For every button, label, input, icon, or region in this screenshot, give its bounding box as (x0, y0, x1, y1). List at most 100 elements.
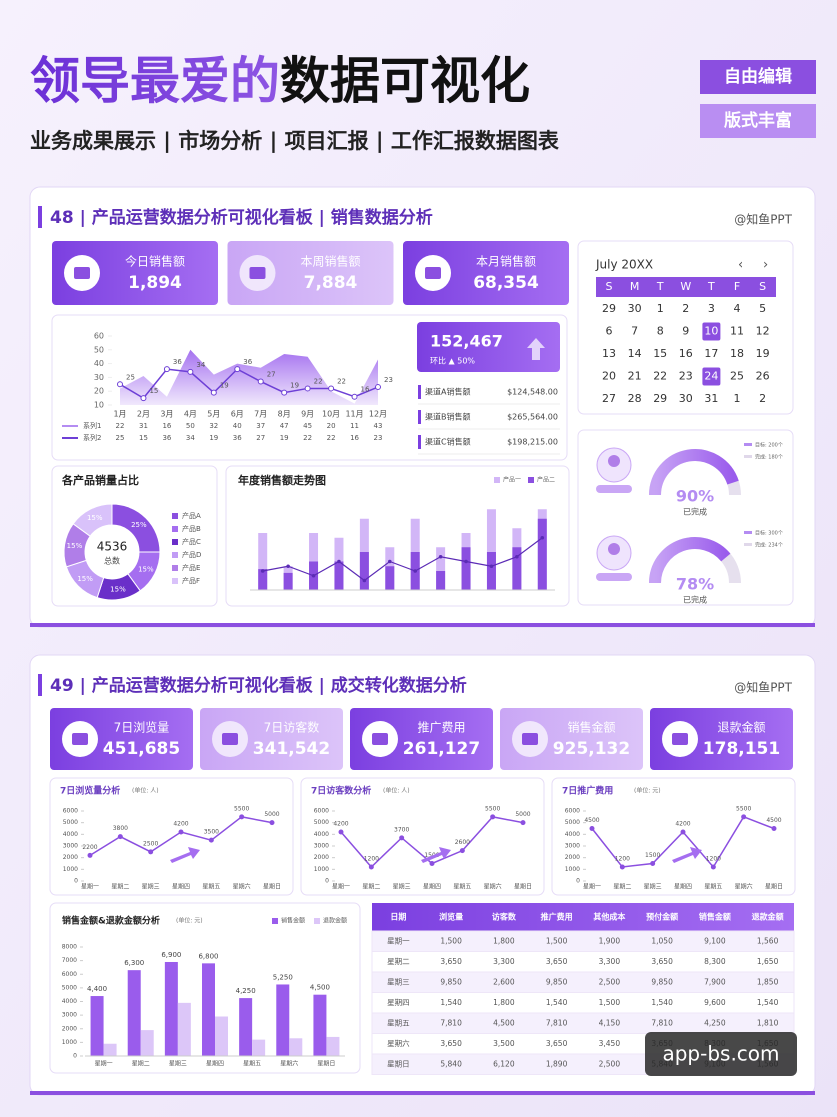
table-cell: 星期三 (387, 978, 410, 987)
table-cell: 6,120 (493, 1060, 515, 1069)
kpi-icon-glyph (72, 733, 88, 745)
day: 6 (606, 325, 613, 338)
x-tick-label: 9月 (301, 410, 314, 419)
channel-name: 渠道A销售额 (425, 387, 470, 397)
table-value: 16 (350, 434, 359, 442)
kpi-card (227, 241, 394, 305)
day: 10 (704, 325, 718, 338)
day: 11 (730, 325, 744, 338)
table-cell: 2,500 (599, 978, 621, 987)
x-tick-label: 星期日 (765, 883, 783, 891)
day: 13 (602, 347, 616, 360)
point (490, 814, 496, 820)
x-tick-label: 10月 (322, 410, 340, 419)
table-value: 11 (350, 422, 359, 430)
x-tick-label: 星期六 (233, 883, 251, 891)
trend-point (260, 569, 265, 573)
bar (177, 1002, 191, 1056)
chart-title: 7日浏览量分析 (60, 785, 120, 797)
column-header: 日期 (390, 912, 406, 922)
table-value: 34 (186, 434, 195, 442)
kpi-icon-glyph (222, 733, 238, 745)
bar (252, 1039, 266, 1056)
x-tick-label: 5月 (207, 410, 220, 419)
day: 9 (682, 325, 689, 338)
line (119, 368, 379, 400)
kpi-label: 7日访客数 (264, 720, 320, 735)
point-label: 27 (267, 371, 276, 379)
table-cell: 3,650 (440, 1039, 462, 1048)
point (459, 848, 465, 854)
day: 16 (679, 347, 693, 360)
growth-card (417, 322, 560, 372)
day: 12 (756, 325, 770, 338)
y-tick-label: 6000 (565, 808, 580, 815)
decor-arrow (672, 847, 702, 863)
x-tick-label: 星期五 (202, 883, 220, 891)
x-tick-label: 星期二 (613, 883, 631, 891)
channel-bar (418, 410, 421, 424)
gauge-label: 78% (676, 575, 714, 594)
y-tick-label: 2000 (62, 1025, 77, 1032)
day: 27 (602, 392, 616, 405)
table-value: 19 (280, 434, 289, 442)
table-cell: 1,850 (757, 978, 779, 987)
point (589, 826, 595, 831)
legend-swatch (172, 539, 178, 545)
x-tick-label: 2月 (137, 410, 150, 419)
table-value: 22 (303, 434, 312, 442)
x-tick-label: 1月 (113, 410, 126, 419)
x-tick-label: 星期四 (206, 1060, 224, 1068)
table-row (371, 951, 795, 973)
tag-label: 自由编辑 (724, 66, 792, 87)
y-tick-label: 3000 (63, 843, 78, 850)
point-label: 22 (314, 377, 323, 385)
donut-total: 4536 (97, 540, 128, 554)
bar (334, 561, 344, 590)
day: 30 (679, 392, 693, 405)
legend-swatch (314, 918, 320, 924)
kpi-card (52, 241, 218, 305)
day: 18 (730, 347, 744, 360)
nav-next[interactable]: › (763, 258, 768, 273)
point-label: 4500 (584, 817, 599, 824)
gauge-legend: 目标: 200个 (755, 442, 783, 449)
legend-swatch (172, 565, 178, 571)
table-cell: 5,840 (440, 1060, 462, 1069)
day: 20 (602, 370, 616, 383)
y-tick-label: 50 (94, 345, 104, 354)
x-tick-label: 星期四 (423, 883, 441, 891)
weekday: S (606, 280, 613, 293)
bar (283, 572, 293, 590)
point (148, 849, 154, 855)
kpi-label: 今日销售额 (125, 254, 185, 269)
kpi-label: 推广费用 (417, 721, 465, 735)
kpi-icon-glyph (425, 267, 441, 279)
legend-label: 产品E (182, 563, 200, 572)
day: 2 (759, 392, 766, 405)
avatar-tag (596, 573, 632, 581)
table-value: 15 (139, 434, 148, 442)
bar (289, 1038, 303, 1056)
card (300, 777, 545, 896)
kpi-icon-glyph (672, 733, 688, 745)
point-label: 1500 (424, 852, 439, 859)
kpi-icon-glyph (372, 733, 388, 745)
day: 2 (682, 302, 689, 315)
y-tick-label: 20 (94, 387, 104, 396)
x-tick-label: 星期四 (674, 883, 692, 891)
table-cell: 1,540 (546, 998, 568, 1007)
nav-prev[interactable]: ‹ (738, 258, 743, 273)
column-header: 销售金额 (699, 912, 731, 922)
table-cell: 1,560 (757, 937, 779, 946)
x-tick-label: 星期六 (484, 883, 502, 891)
kpi-value: 7,884 (304, 273, 358, 293)
avatar-head (608, 543, 620, 555)
growth-icon (527, 338, 545, 360)
legend-swatch (172, 578, 178, 584)
channel-value: $198,215.00 (507, 438, 558, 447)
gauge-value (649, 449, 739, 496)
x-tick-label: 星期六 (735, 883, 753, 891)
channel-value: $124,548.00 (507, 388, 558, 397)
day: 31 (704, 392, 718, 405)
